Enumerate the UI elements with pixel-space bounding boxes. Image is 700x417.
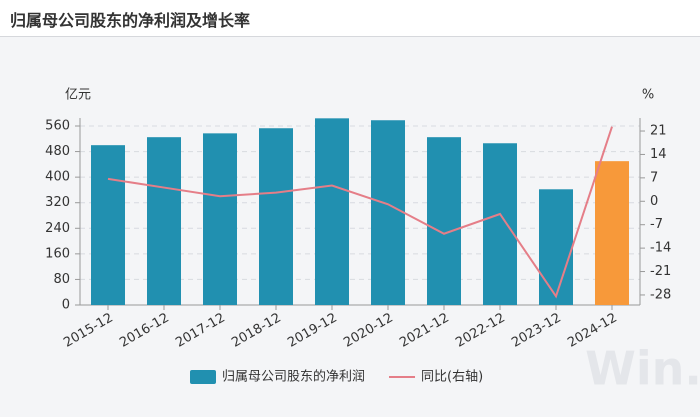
legend-label: 同比(右轴): [421, 370, 483, 385]
y-tick-label: 480: [45, 144, 70, 159]
x-tick-label: 2018-12: [229, 311, 284, 351]
bar: [539, 189, 573, 305]
bar: [483, 143, 517, 305]
y2-tick-label: -7: [650, 217, 663, 232]
y-tick-label: 400: [45, 170, 70, 185]
legend-swatch: [190, 370, 216, 384]
bar: [203, 133, 237, 305]
x-tick-label: 2020-12: [341, 311, 396, 351]
y-tick-label: 160: [45, 246, 70, 261]
y-unit: 亿元: [65, 88, 91, 103]
bar: [595, 161, 629, 305]
title-bar: 归属母公司股东的净利润及增长率: [0, 0, 700, 37]
y-tick-label: 560: [45, 119, 70, 134]
y2-tick-label: -14: [650, 241, 671, 256]
x-tick-label: 2019-12: [285, 311, 340, 351]
y2-tick-label: 21: [650, 124, 667, 139]
y-tick-label: 320: [45, 195, 70, 210]
chart: Win.d 亿元 % 0 80 160 240 320 400 480 560 -28 -21 -1…: [45, 88, 700, 396]
x-tick-label: 2016-12: [117, 311, 172, 351]
x-tick-label: 2022-12: [453, 311, 508, 351]
bar: [315, 118, 349, 305]
y2-tick-label: 7: [650, 170, 658, 185]
y-tick-label: 240: [45, 221, 70, 236]
y2-tick-label: 0: [650, 194, 658, 209]
watermark: Win.d: [585, 342, 700, 396]
x-tick-label: 2021-12: [397, 311, 452, 351]
bar: [91, 145, 125, 305]
y-tick-label: 0: [62, 298, 70, 313]
line: [107, 126, 613, 299]
y-tick-label: 80: [53, 272, 70, 287]
title: 归属母公司股东的净利润及增长率: [10, 11, 251, 30]
bar: [427, 137, 461, 305]
legend-label: 归属母公司股东的净利润: [222, 369, 365, 385]
x-tick-label: 2015-12: [61, 311, 116, 351]
y2-tick-label: -28: [650, 287, 671, 302]
y2-tick-label: 14: [650, 147, 667, 162]
x-tick-label: 2017-12: [173, 311, 228, 351]
y2-unit: %: [642, 88, 654, 103]
bar: [147, 137, 181, 305]
bar: [259, 128, 293, 305]
x-tick-label: 2023-12: [509, 311, 564, 351]
y2-tick-label: -21: [650, 264, 671, 279]
bar: [371, 120, 405, 305]
